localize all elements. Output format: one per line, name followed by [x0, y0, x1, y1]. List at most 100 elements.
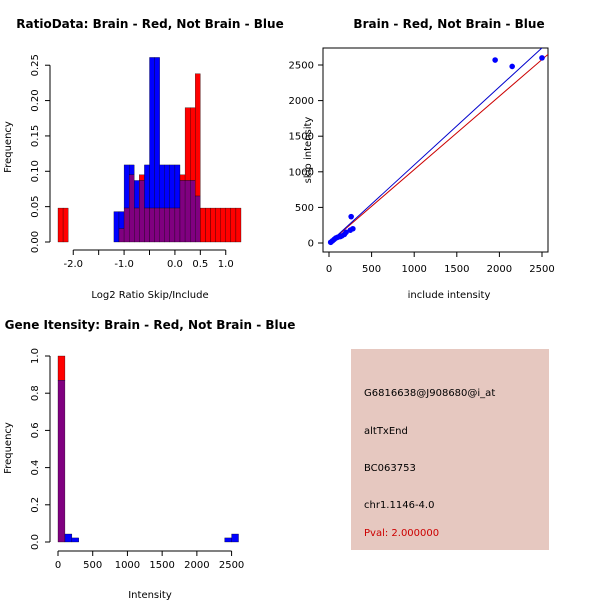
histogram-bar — [220, 207, 226, 243]
histogram-bar — [149, 57, 155, 209]
histogram-overlap-bar — [129, 174, 135, 243]
histogram-overlap-bar — [164, 207, 170, 243]
histogram-bar — [230, 207, 237, 243]
histogram-bar — [224, 537, 232, 543]
x-tick-label: 2000 — [487, 264, 512, 275]
scatter-point — [343, 229, 349, 236]
histogram-bar — [235, 207, 242, 243]
histogram-bar — [169, 164, 176, 209]
histogram-bar — [164, 164, 170, 209]
x-tick-label: -1.0 — [114, 259, 134, 270]
histogram-overlap-bar — [57, 380, 66, 543]
histogram-bar — [113, 211, 120, 243]
probe-id: G6816638@J908680@i_at — [364, 388, 495, 399]
y-tick-label: 0.8 — [30, 385, 41, 401]
histogram-bar — [134, 180, 140, 209]
scatter-point — [492, 57, 498, 63]
histogram-bar — [179, 174, 186, 181]
scatter-ylabel: skip intensity — [303, 117, 314, 184]
gene-intensity-bars — [57, 355, 239, 543]
y-tick-label: 0.15 — [30, 125, 41, 147]
histogram-overlap-bar — [159, 207, 165, 243]
x-tick-label: 1500 — [149, 560, 174, 571]
info-panel-background — [351, 349, 549, 550]
histogram-bar — [57, 355, 66, 381]
histogram-bar — [159, 164, 165, 209]
histogram-overlap-bar — [174, 207, 181, 243]
ratio-histogram-xlabel: Log2 Ratio Skip/Include — [91, 290, 208, 301]
x-tick-label: 0 — [326, 264, 332, 275]
histogram-bar — [215, 207, 221, 243]
histogram-bar — [57, 207, 64, 243]
histogram-bar — [225, 207, 231, 243]
event-type: altTxEnd — [364, 426, 408, 437]
histogram-bar — [184, 107, 191, 181]
scatter-point — [348, 213, 354, 220]
y-tick-label: 0.00 — [30, 231, 41, 253]
scatter-points — [327, 55, 545, 246]
x-tick-label: 0 — [55, 560, 61, 571]
ratio-histogram-panel: RatioData: Brain - Red, Not Brain - Blue… — [3, 17, 284, 301]
locus: chr1.1146-4.0 — [364, 500, 434, 511]
x-tick-label: -2.0 — [63, 259, 83, 270]
histogram-overlap-bar — [134, 207, 140, 243]
x-tick-label: 1500 — [444, 264, 469, 275]
histogram-overlap-bar — [144, 207, 150, 243]
scatter-point — [350, 225, 356, 232]
histogram-bar — [144, 164, 150, 209]
info-panel: G6816638@J908680@i_at altTxEnd BC063753 … — [351, 349, 549, 550]
ratio-histogram-bars — [57, 57, 242, 243]
x-tick-label: 0.5 — [192, 259, 208, 270]
y-tick-label: 1000 — [289, 167, 314, 178]
gene-intensity-axes: 0 500 1000 1500 2000 2500 0.0 0.2 0.4 0.6 0.8 1.0 — [30, 348, 244, 571]
x-tick-label: 1.0 — [218, 259, 234, 270]
x-tick-label: 2500 — [529, 264, 554, 275]
x-tick-label: 2000 — [184, 560, 209, 571]
histogram-bar — [118, 211, 125, 229]
histogram-overlap-bar — [195, 195, 201, 243]
x-tick-label: 2500 — [219, 560, 244, 571]
scatter-title: Brain - Red, Not Brain - Blue — [353, 17, 544, 31]
y-tick-label: 2000 — [289, 96, 314, 107]
gene-intensity-title: Gene Itensity: Brain - Red, Not Brain - … — [5, 318, 296, 332]
pval: Pval: 2.000000 — [364, 528, 439, 539]
histogram-bar — [64, 533, 73, 543]
histogram-bar — [195, 73, 201, 197]
histogram-bar — [71, 537, 79, 543]
y-tick-label: 0.6 — [30, 422, 41, 438]
scatter-point — [509, 63, 515, 70]
y-tick-label: 0.05 — [30, 196, 41, 218]
y-tick-label: 1.0 — [30, 348, 41, 364]
histogram-bar — [205, 207, 211, 243]
gene-intensity-panel: Gene Itensity: Brain - Red, Not Brain - … — [3, 318, 295, 600]
histogram-overlap-bar — [123, 207, 130, 243]
histogram-bar — [123, 164, 130, 209]
x-tick-label: 1000 — [401, 264, 426, 275]
ratio-histogram-title: RatioData: Brain - Red, Not Brain - Blue — [16, 17, 283, 31]
x-tick-label: 500 — [362, 264, 381, 275]
scatter-point — [539, 55, 545, 61]
intensity-scatter-panel: Brain - Red, Not Brain - Blue include in… — [289, 17, 555, 301]
histogram-bar — [129, 164, 135, 175]
y-tick-label: 0 — [308, 239, 314, 250]
y-tick-label: 0.4 — [30, 460, 41, 476]
histogram-bar — [231, 533, 239, 543]
histogram-bar — [139, 174, 145, 181]
ratio-histogram-ylabel: Frequency — [3, 121, 14, 173]
y-tick-label: 0.20 — [30, 89, 41, 111]
fit-line — [328, 53, 548, 244]
fit-line — [328, 48, 543, 244]
histogram-overlap-bar — [190, 180, 196, 243]
y-tick-label: 1500 — [289, 132, 314, 143]
histogram-overlap-bar — [184, 180, 191, 243]
accession: BC063753 — [364, 463, 416, 474]
histogram-bar — [200, 207, 206, 243]
x-tick-label: 500 — [83, 560, 102, 571]
histogram-overlap-bar — [154, 207, 160, 243]
y-tick-label: 2500 — [289, 61, 314, 72]
ratio-histogram-axes: -2.0 -1.0 0.0 0.5 1.0 0.00 0.05 0.10 0.15 0.20 0.2… — [30, 54, 234, 270]
x-tick-label: 1000 — [115, 560, 140, 571]
histogram-bar — [190, 107, 196, 181]
y-tick-label: 0.0 — [30, 534, 41, 550]
